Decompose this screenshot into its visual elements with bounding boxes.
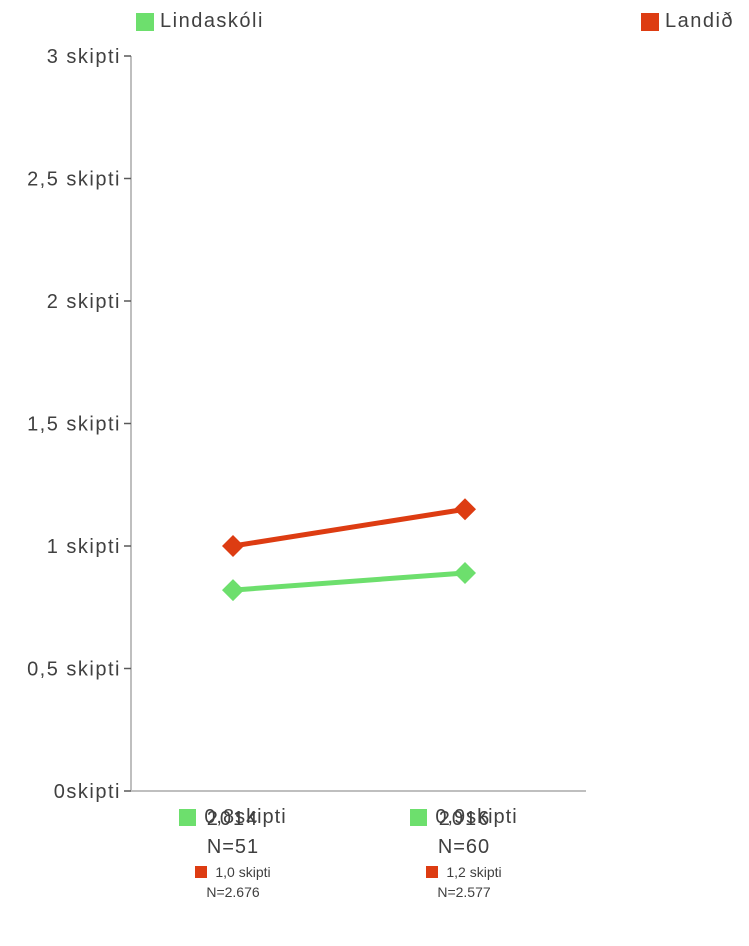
school-n: N=60 (437, 836, 491, 858)
y-tick-label: 0,5 skipti (27, 659, 121, 681)
data-point-1 (222, 579, 244, 602)
school-n: N=51 (206, 836, 260, 858)
country-swatch (195, 866, 208, 878)
legend-item-school: Lindaskóli (136, 10, 264, 33)
country-n: N=2.577 (437, 884, 491, 900)
legend-label-country: Landið (665, 10, 735, 32)
footnote-school-value-row: 0,9skipti (364, 802, 564, 832)
y-tick-label: 1 skipti (47, 536, 121, 558)
footnote-school-value-row: 0,8skipti (133, 802, 333, 832)
footnote-country-value-row: 1,2 skipti (364, 862, 564, 882)
y-tick-label: 2 skipti (47, 291, 121, 313)
country-n: N=2.676 (206, 884, 260, 900)
y-tick-label: 2,5 skipti (27, 169, 121, 191)
footnote-2014: 0,8skipti N=51 1,0 skipti N=2.676 (133, 802, 333, 902)
school-value: 0,9skipti (435, 806, 518, 828)
legend-label-school: Lindaskóli (160, 10, 264, 32)
series-line-1 (232, 570, 466, 593)
series-line-2 (232, 506, 466, 549)
y-tick-label: 0skipti (54, 781, 121, 803)
y-tick-label: 1,5 skipti (27, 414, 121, 436)
y-tick-label: 3 skipti (47, 46, 121, 68)
country-swatch (426, 866, 439, 878)
x-tick-label: 2016 (439, 808, 492, 830)
school-swatch (410, 808, 428, 826)
country-value: 1,2 skipti (446, 864, 502, 880)
data-point-2 (222, 535, 244, 557)
legend-swatch-school (136, 12, 154, 31)
data-point-2 (454, 498, 476, 521)
school-value: 0,8skipti (204, 806, 287, 828)
data-point-1 (454, 561, 476, 584)
school-swatch (179, 808, 197, 826)
legend-item-country: Landið (641, 10, 734, 33)
footnote-2016: 0,9skipti N=60 1,2 skipti N=2.577 (364, 802, 564, 902)
legend-swatch-country (641, 12, 659, 31)
country-value: 1,0 skipti (215, 864, 271, 880)
footnote-country-value-row: 1,0 skipti (133, 862, 333, 882)
x-tick-label: 2014 (207, 808, 260, 830)
